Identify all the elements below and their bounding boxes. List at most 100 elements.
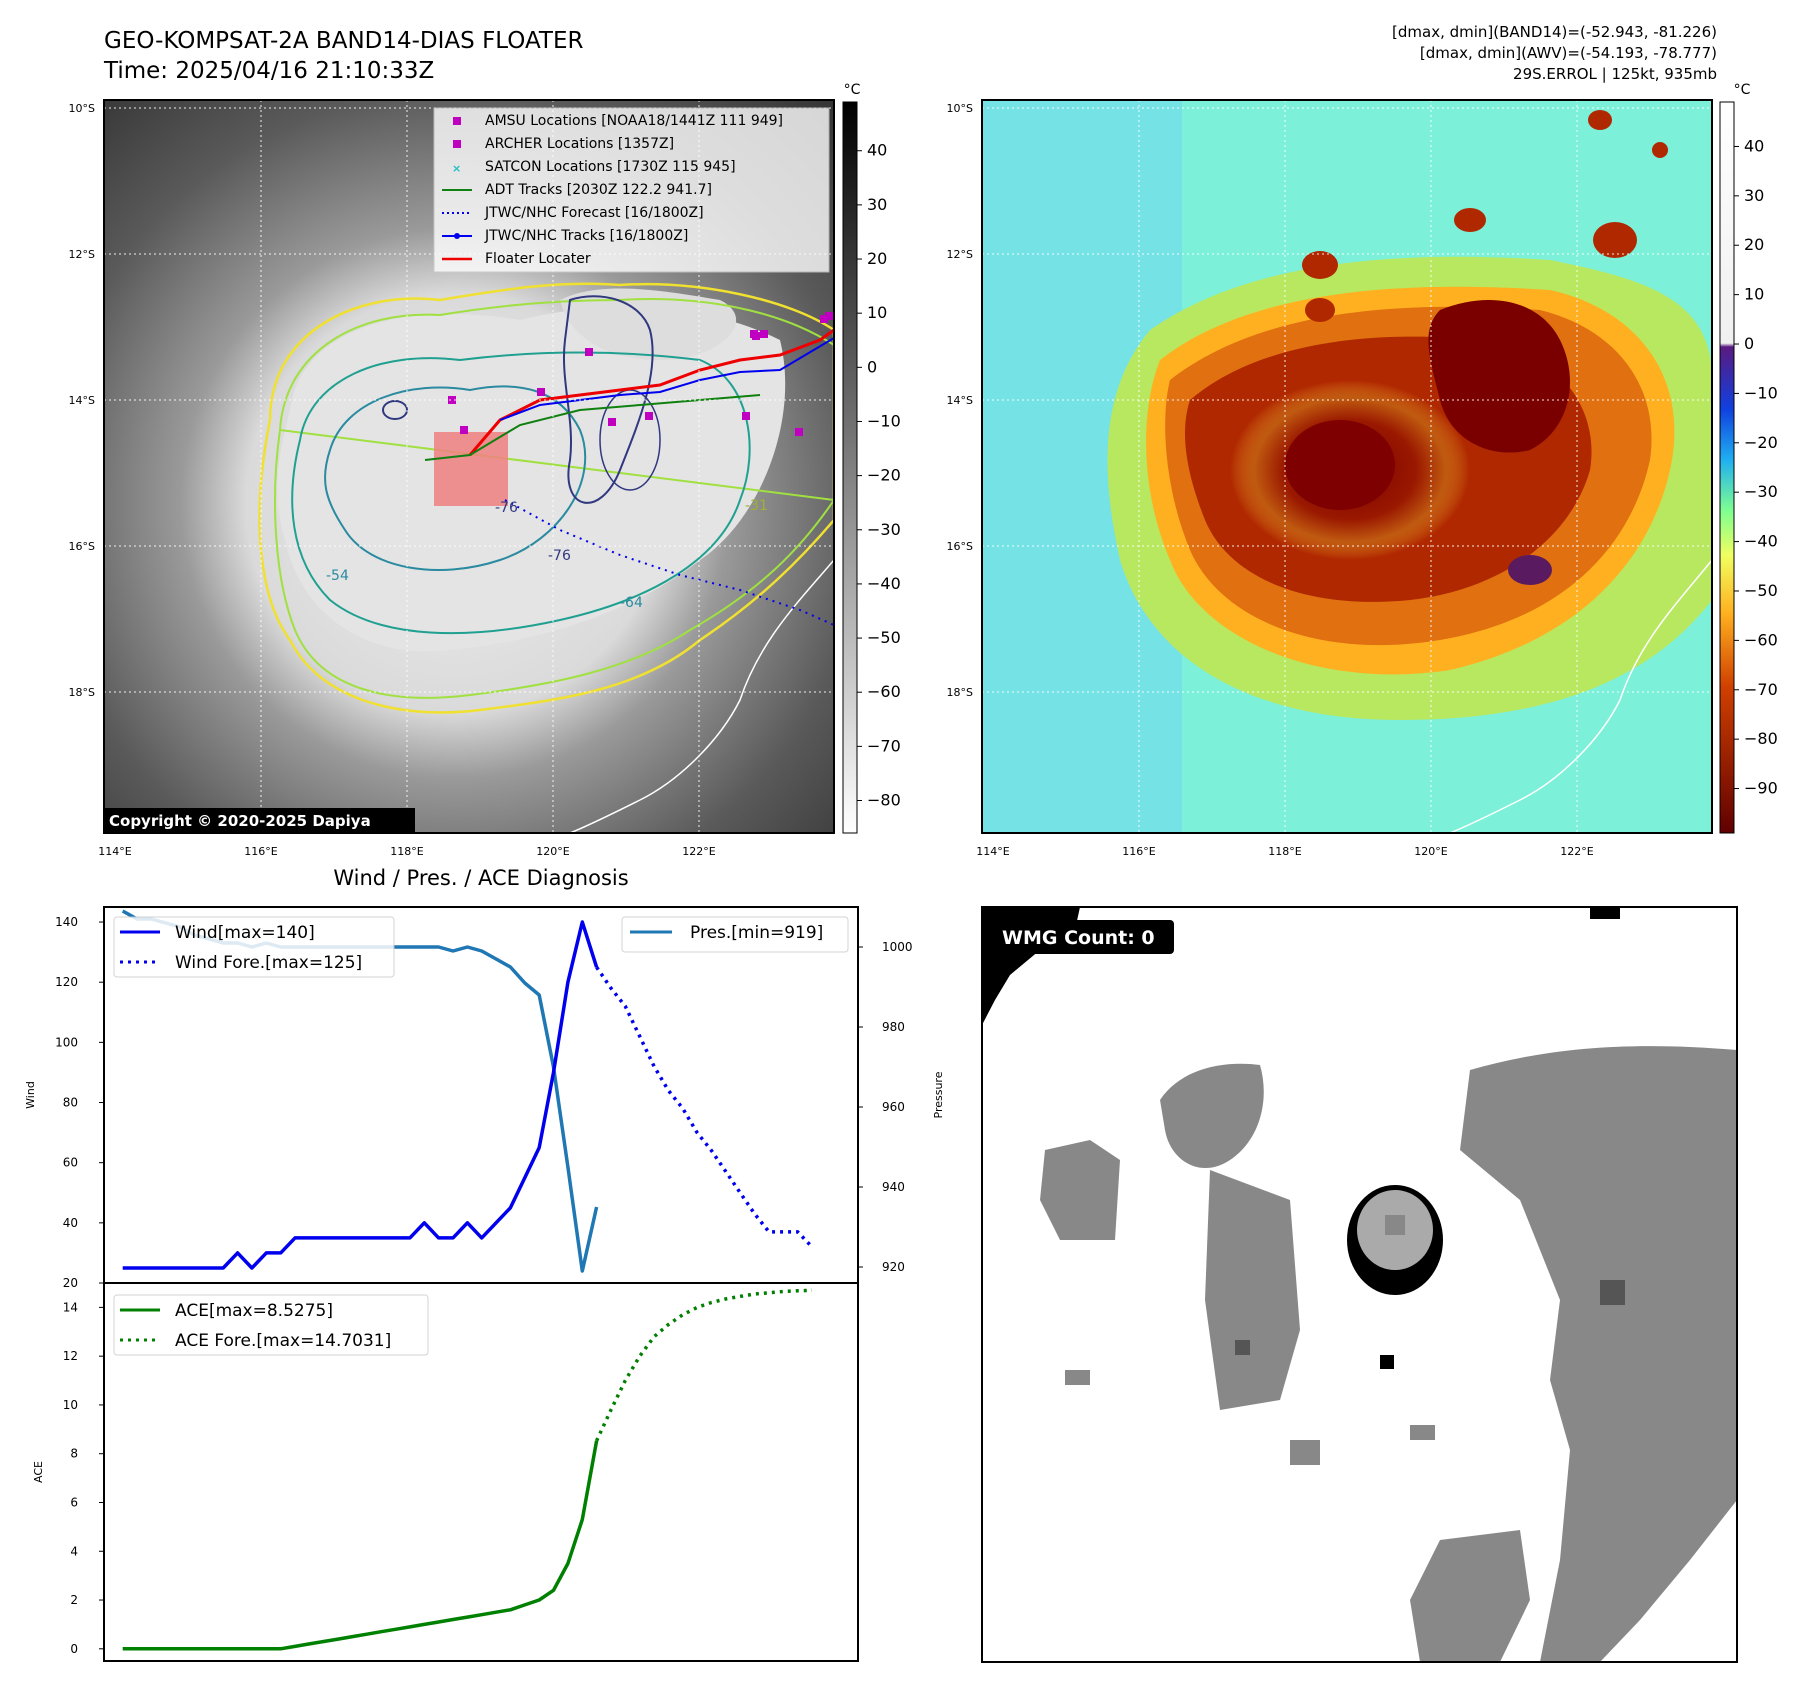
colorbar-tick-label: 20 bbox=[1744, 235, 1764, 254]
contour-label: -31 bbox=[745, 498, 768, 514]
colorbar-tick-label: −80 bbox=[1744, 729, 1778, 748]
contour-label: -64 bbox=[620, 595, 643, 611]
right-map-lat-labels: 10°S 12°S 14°S 16°S 18°S bbox=[947, 102, 973, 699]
right-map-lon-labels: 114°E 116°E 118°E 120°E 122°E bbox=[976, 845, 1593, 858]
lon-label: 118°E bbox=[390, 845, 423, 858]
lon-label: 116°E bbox=[1122, 845, 1155, 858]
ace-tick-label: 14 bbox=[63, 1300, 78, 1314]
ace-tick-label: 8 bbox=[70, 1447, 78, 1461]
legend-amsu: AMSU Locations [NOAA18/1441Z 111 949] bbox=[485, 113, 783, 129]
legend-jtwc-forecast: JTWC/NHC Forecast [16/1800Z] bbox=[484, 205, 704, 221]
lon-label: 116°E bbox=[244, 845, 277, 858]
wind-tick-label: 140 bbox=[55, 915, 78, 929]
lat-label: 10°S bbox=[947, 102, 973, 115]
svg-text:×: × bbox=[452, 162, 461, 175]
ace-tick-label: 6 bbox=[70, 1495, 78, 1509]
lat-label: 16°S bbox=[69, 540, 95, 553]
colorbar-tick-label: −60 bbox=[1744, 630, 1778, 649]
lon-label: 114°E bbox=[98, 845, 131, 858]
contour-label: -76 bbox=[548, 548, 571, 564]
colorbar-tick-label: −20 bbox=[1744, 433, 1778, 452]
wmg-count-label: WMG Count: 0 bbox=[1002, 927, 1155, 949]
colorbar-tick-label: −40 bbox=[867, 574, 901, 593]
copyright-text: Copyright © 2020-2025 Dapiya bbox=[109, 812, 371, 830]
lon-label: 122°E bbox=[1560, 845, 1593, 858]
legend-wind-forecast: Wind Fore.[max=125] bbox=[175, 953, 362, 973]
timestamp: Time: 2025/04/16 21:10:33Z bbox=[104, 58, 435, 84]
colorbar-unit: °C bbox=[1734, 82, 1751, 98]
lat-label: 10°S bbox=[69, 102, 95, 115]
colorbar-tick-label: −10 bbox=[867, 411, 901, 430]
colorbar-tick-label: −90 bbox=[1744, 779, 1778, 798]
map-legend: × AMSU Locations [NOAA18/1441Z 111 949] … bbox=[433, 107, 830, 273]
colorbar-tick-label: −30 bbox=[867, 520, 901, 539]
lon-label: 114°E bbox=[976, 845, 1009, 858]
lon-label: 122°E bbox=[682, 845, 715, 858]
legend-adt: ADT Tracks [2030Z 122.2 941.7] bbox=[485, 182, 712, 198]
ace-tick-label: 4 bbox=[70, 1544, 78, 1558]
ace-axis-label: ACE bbox=[32, 1461, 45, 1483]
colorbar-tick-label: −40 bbox=[1744, 532, 1778, 551]
contour-label: -76 bbox=[495, 500, 518, 516]
lat-label: 18°S bbox=[69, 686, 95, 699]
pressure-tick-label: 940 bbox=[882, 1180, 905, 1194]
pressure-tick-label: 960 bbox=[882, 1100, 905, 1114]
ace-tick-label: 12 bbox=[63, 1349, 78, 1363]
lat-label: 18°S bbox=[947, 686, 973, 699]
wind-tick-label: 100 bbox=[55, 1035, 78, 1049]
colorbar-tick-label: 20 bbox=[867, 249, 887, 268]
legend-ace-forecast: ACE Fore.[max=14.7031] bbox=[175, 1331, 391, 1351]
pressure-axis-label: Pressure bbox=[932, 1071, 945, 1118]
legend-archer: ARCHER Locations [1357Z] bbox=[485, 136, 674, 152]
colorbar-tick-label: 40 bbox=[867, 141, 887, 160]
colorbar-tick-label: −30 bbox=[1744, 482, 1778, 501]
lat-label: 14°S bbox=[69, 394, 95, 407]
pressure-tick-label: 1000 bbox=[882, 940, 913, 954]
ace-forecast-series-line bbox=[595, 1288, 813, 1442]
wind-legend: Wind[max=140] Wind Fore.[max=125] bbox=[113, 916, 395, 978]
legend-satcon: SATCON Locations [1730Z 115 945] bbox=[485, 159, 736, 175]
legend-jtwc-tracks: JTWC/NHC Tracks [16/1800Z] bbox=[484, 228, 688, 244]
colorbar-tick-label: −10 bbox=[1744, 383, 1778, 402]
colorbar-tick-label: 10 bbox=[1744, 285, 1764, 304]
colorbar-tick-label: 0 bbox=[1744, 334, 1754, 353]
ir-map-panel: -31 -54 -64 -76 -76 × AMSU Locations [NO… bbox=[104, 100, 834, 833]
lat-label: 14°S bbox=[947, 394, 973, 407]
legend-pressure: Pres.[min=919] bbox=[690, 923, 823, 943]
lon-label: 120°E bbox=[536, 845, 569, 858]
wind-tick-label: 120 bbox=[55, 975, 78, 989]
lon-label: 120°E bbox=[1414, 845, 1447, 858]
left-colorbar: °C 40 30 20 10 0 −10 −20 −30 −40 −50 −60 −70 −80 bbox=[842, 82, 901, 834]
colorbar-tick-label: 40 bbox=[1744, 136, 1764, 155]
wind-tick-label: 20 bbox=[63, 1276, 78, 1290]
colorbar-tick-label: 30 bbox=[867, 195, 887, 214]
colorbar-tick-label: 10 bbox=[867, 303, 887, 322]
wind-tick-label: 80 bbox=[63, 1096, 78, 1110]
colorbar-tick-label: −50 bbox=[1744, 581, 1778, 600]
wind-tick-label: 40 bbox=[63, 1216, 78, 1230]
info-band14: [dmax, dmin](BAND14)=(-52.943, -81.226) bbox=[1392, 23, 1717, 41]
ace-legend: ACE[max=8.5275] ACE Fore.[max=14.7031] bbox=[113, 1294, 429, 1356]
contour-label: -54 bbox=[326, 568, 349, 584]
colorbar-unit: °C bbox=[844, 82, 861, 98]
colorbar-tick-label: −70 bbox=[867, 736, 901, 755]
colorbar-tick-label: −70 bbox=[1744, 680, 1778, 699]
left-map-lon-labels: 114°E 116°E 118°E 120°E 122°E bbox=[98, 845, 715, 858]
wind-tick-label: 60 bbox=[63, 1156, 78, 1170]
colorbar-tick-label: 0 bbox=[867, 357, 877, 376]
pressure-legend: Pres.[min=919] bbox=[621, 916, 849, 953]
left-map-lat-labels: 10°S 12°S 14°S 16°S 18°S bbox=[69, 102, 95, 699]
colorbar-tick-label: −80 bbox=[867, 791, 901, 810]
colorbar-tick-label: −50 bbox=[867, 628, 901, 647]
color-map-panel bbox=[982, 100, 1712, 833]
chart-title: Wind / Pres. / ACE Diagnosis bbox=[333, 866, 628, 890]
ace-chart-frame bbox=[103, 1282, 859, 1662]
info-awv: [dmax, dmin](AWV)=(-54.193, -78.777) bbox=[1419, 44, 1717, 62]
pressure-tick-label: 920 bbox=[882, 1260, 905, 1274]
ace-tick-label: 10 bbox=[63, 1398, 78, 1412]
right-colorbar: °C 40 30 20 10 0 −10 −20 −30 −40 −50 −60 −70 −80 −90 bbox=[1719, 82, 1778, 834]
legend-ace: ACE[max=8.5275] bbox=[175, 1301, 333, 1321]
legend-wind: Wind[max=140] bbox=[175, 923, 315, 943]
pressure-tick-label: 980 bbox=[882, 1020, 905, 1034]
colorbar-tick-label: 30 bbox=[1744, 186, 1764, 205]
